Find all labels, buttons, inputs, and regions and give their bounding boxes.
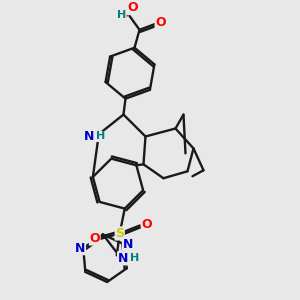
Text: O: O <box>127 2 138 14</box>
Text: O: O <box>155 16 166 29</box>
Text: N: N <box>118 252 128 265</box>
Text: N: N <box>84 130 95 143</box>
Text: H: H <box>130 253 140 263</box>
Text: H: H <box>117 10 126 20</box>
Text: O: O <box>89 232 100 245</box>
Text: O: O <box>141 218 152 231</box>
Text: N: N <box>122 238 133 251</box>
Text: S: S <box>115 227 124 240</box>
Text: H: H <box>96 131 105 142</box>
Text: N: N <box>75 242 86 255</box>
